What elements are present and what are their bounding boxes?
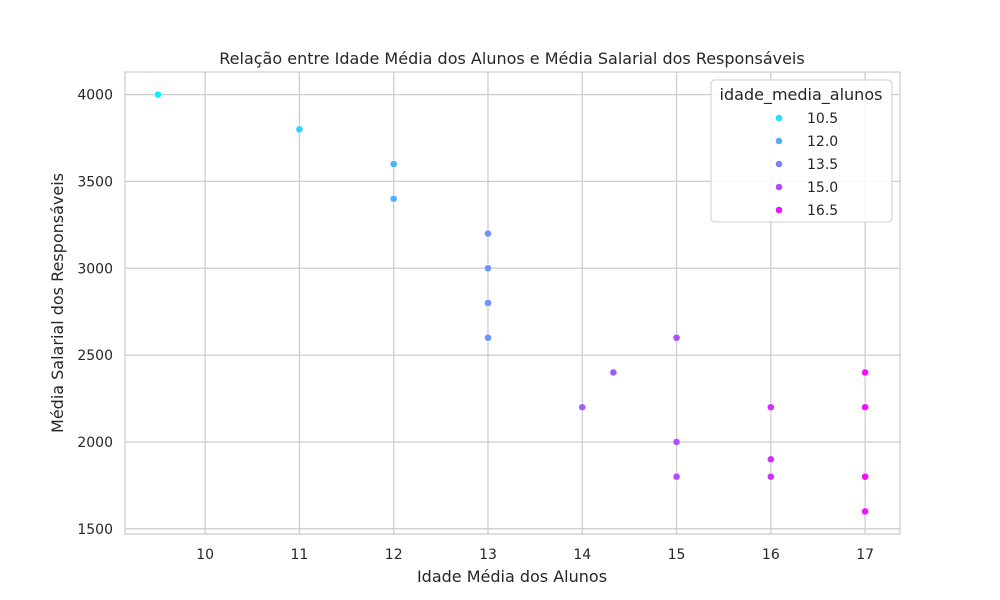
legend-entry-label: 13.5 — [807, 157, 838, 173]
x-tick-label: 17 — [856, 547, 874, 563]
scatter-point — [295, 125, 304, 134]
y-tick-label: 2000 — [77, 435, 113, 451]
y-tick-label: 3500 — [77, 174, 113, 190]
x-tick-label: 11 — [291, 547, 309, 563]
legend-entry-label: 12.0 — [807, 134, 838, 150]
scatter-point — [484, 299, 492, 307]
scatter-point — [672, 333, 681, 342]
scatter-point — [389, 194, 398, 203]
scatter-point — [861, 472, 870, 481]
legend-entry-label: 15.0 — [807, 180, 838, 196]
legend-entry-label: 16.5 — [807, 203, 838, 219]
scatter-point — [154, 90, 162, 99]
scatter-point — [389, 160, 398, 168]
scatter-point — [766, 403, 775, 412]
y-tick-label: 2500 — [77, 348, 113, 364]
scatter-point — [484, 229, 492, 238]
scatter-point — [609, 368, 618, 377]
x-axis-label: Idade Média dos Alunos — [417, 567, 607, 586]
legend-title: idade_media_alunos — [720, 85, 883, 105]
scatter-point — [484, 264, 492, 273]
scatter-point — [484, 333, 492, 342]
scatter-point — [766, 472, 775, 481]
y-tick-label: 1500 — [77, 522, 113, 538]
scatter-point — [861, 507, 870, 516]
legend-marker — [775, 137, 783, 145]
x-axis-ticks: 10 11 12 13 14 15 16 17 — [196, 547, 874, 563]
x-tick-label: 16 — [762, 547, 780, 563]
legend-marker — [775, 114, 783, 122]
y-tick-label: 4000 — [77, 88, 113, 104]
x-tick-label: 14 — [573, 547, 591, 563]
y-axis-ticks: 1500 2000 2500 3000 3500 4000 — [77, 88, 113, 538]
scatter-point — [861, 368, 870, 377]
plot-frame — [124, 71, 901, 535]
legend-box — [710, 79, 893, 223]
legend-marker — [775, 206, 783, 214]
legend: idade_media_alunos 10.5 12.0 13.5 15.0 16.5 — [710, 79, 893, 223]
legend-entries: 10.5 12.0 13.5 15.0 16.5 — [775, 111, 838, 219]
scatter-point — [766, 455, 775, 464]
scatter-point — [672, 438, 681, 446]
scatter-point — [861, 403, 870, 412]
x-tick-label: 13 — [479, 547, 497, 563]
x-tick-label: 10 — [196, 547, 214, 563]
y-tick-label: 3000 — [77, 261, 113, 277]
legend-marker — [775, 160, 783, 168]
x-tick-label: 12 — [385, 547, 403, 563]
scatter-point — [672, 472, 681, 481]
legend-entry-label: 10.5 — [807, 111, 838, 127]
y-axis-label: Média Salarial dos Responsáveis — [48, 173, 67, 433]
legend-marker — [775, 183, 783, 191]
x-tick-label: 15 — [668, 547, 686, 563]
chart-title: Relação entre Idade Média dos Alunos e M… — [219, 49, 804, 68]
data-points — [154, 90, 870, 516]
scatter-point — [578, 403, 587, 412]
